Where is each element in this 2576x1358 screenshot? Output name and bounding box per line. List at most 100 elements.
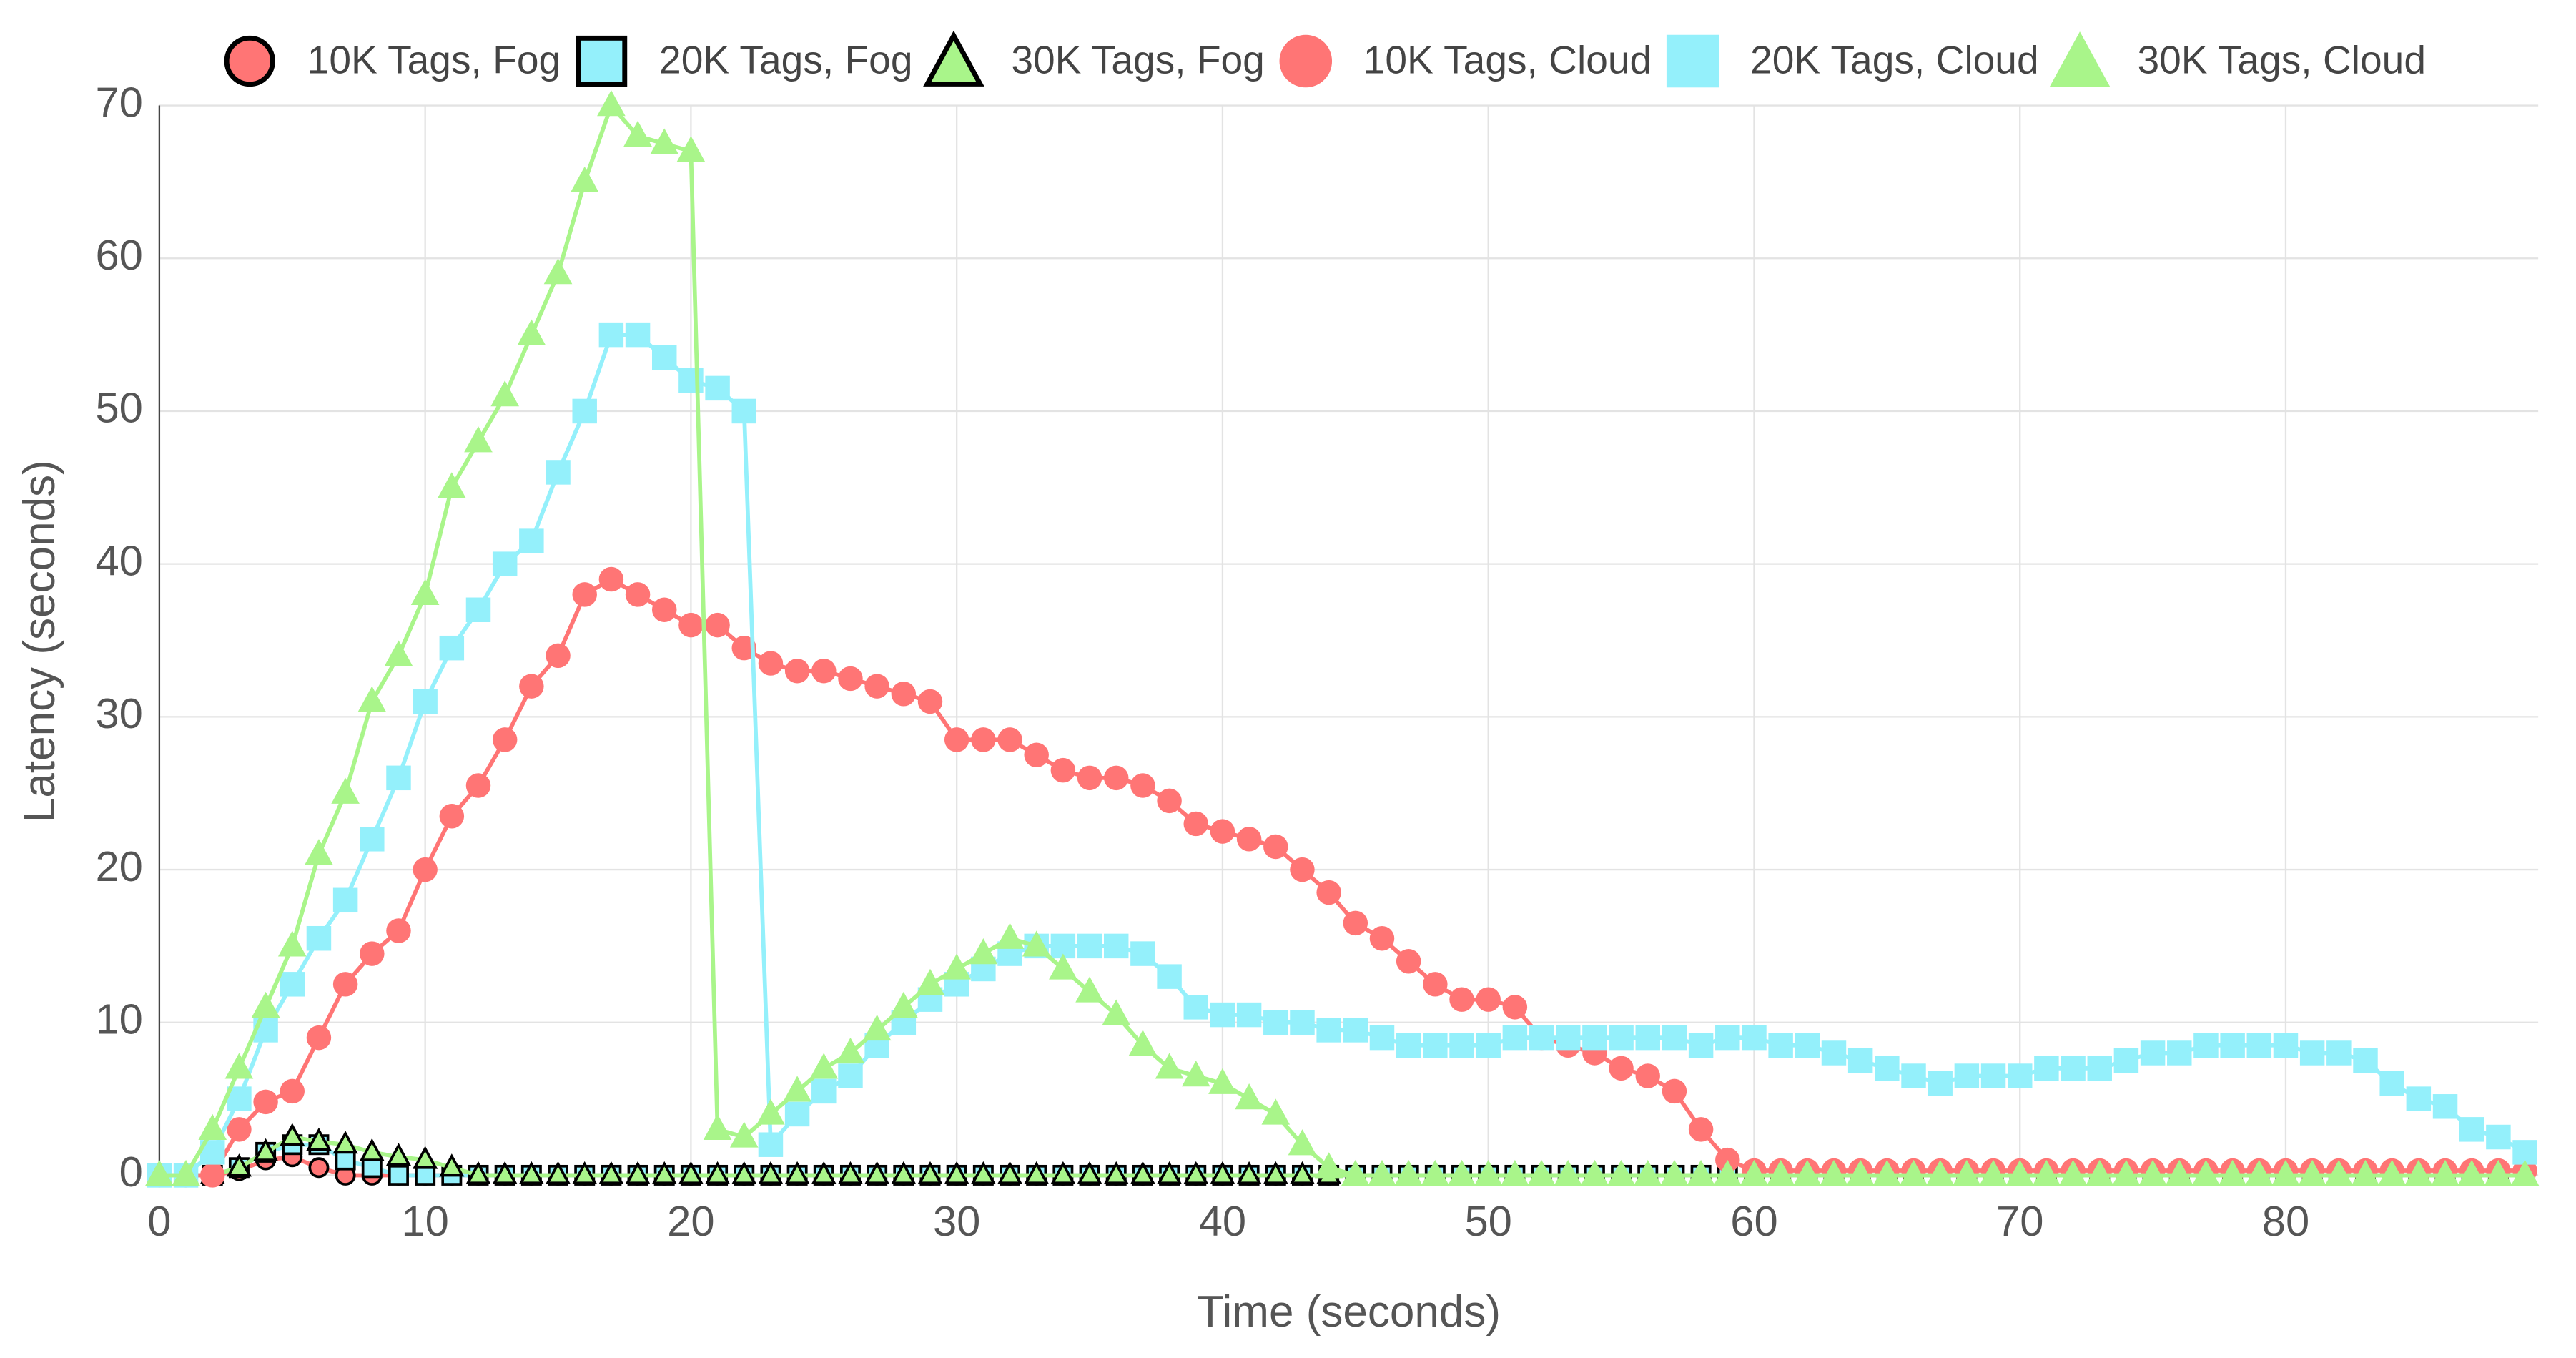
data-point	[306, 1127, 332, 1151]
data-point	[2113, 1048, 2139, 1073]
data-point	[889, 991, 918, 1018]
data-point	[1263, 1010, 1288, 1035]
data-point	[1846, 1159, 1875, 1186]
data-point	[703, 1113, 732, 1140]
data-point	[809, 1053, 839, 1079]
x-axis-title: Time (seconds)	[1197, 1287, 1501, 1337]
data-point	[1423, 1033, 1448, 1058]
data-point	[2379, 1071, 2404, 1096]
data-point	[758, 1132, 784, 1157]
data-point	[332, 887, 358, 913]
data-point	[490, 380, 519, 407]
data-point	[598, 1161, 624, 1185]
y-tick-label: 40	[95, 536, 142, 584]
data-point	[705, 612, 730, 638]
data-point	[678, 612, 704, 638]
legend-marker	[923, 30, 984, 87]
data-point	[1394, 1159, 1423, 1186]
data-point	[227, 1117, 252, 1142]
data-point	[200, 1163, 225, 1188]
data-point	[1077, 1161, 1102, 1185]
data-point	[1369, 925, 1395, 951]
data-point	[1502, 995, 1528, 1020]
legend-item: 20K Tags, Cloud	[1750, 37, 2039, 82]
data-point	[1316, 1018, 1341, 1043]
legend-label: 10K Tags, Fog	[307, 37, 561, 82]
data-point	[1979, 1159, 2008, 1186]
legend-label: 20K Tags, Fog	[659, 37, 912, 82]
data-point	[1050, 757, 1076, 783]
data-point	[517, 319, 546, 345]
data-point	[625, 1161, 651, 1185]
data-point	[678, 1161, 704, 1185]
data-point	[969, 938, 998, 965]
data-point	[1316, 880, 1341, 905]
data-point	[439, 804, 465, 829]
data-point	[2032, 1159, 2061, 1186]
data-point	[1102, 999, 1131, 1025]
data-point	[1077, 765, 1102, 791]
x-tick-label: 80	[2262, 1197, 2309, 1245]
data-point	[756, 1098, 785, 1125]
data-point	[1236, 827, 1262, 852]
data-point	[651, 1161, 677, 1185]
data-point	[1980, 1063, 2006, 1088]
data-point	[305, 839, 333, 865]
data-point	[1953, 1159, 1981, 1186]
data-point	[1130, 773, 1155, 798]
data-point	[2167, 1040, 2192, 1066]
data-point	[2165, 1159, 2194, 1186]
x-tick-label: 70	[1996, 1197, 2043, 1245]
data-point	[1688, 1117, 1714, 1142]
data-point	[439, 1153, 465, 1177]
data-point	[1421, 1159, 1450, 1186]
data-point	[332, 972, 358, 997]
data-point	[2459, 1117, 2484, 1142]
data-point	[1210, 819, 1235, 844]
data-point	[2377, 1159, 2407, 1186]
data-point	[942, 953, 971, 980]
data-point	[2218, 1159, 2247, 1186]
legend-marker	[576, 35, 628, 87]
data-point	[1501, 1159, 1529, 1186]
data-point	[1449, 987, 1474, 1012]
x-tick-label: 60	[1730, 1197, 1777, 1245]
data-point	[650, 128, 679, 154]
data-point	[1872, 1159, 1902, 1186]
data-point	[1635, 1025, 1660, 1051]
x-tick-label: 50	[1464, 1197, 1511, 1245]
data-point	[1449, 1033, 1474, 1058]
data-point	[1875, 1056, 1900, 1081]
x-tick-label: 40	[1199, 1197, 1246, 1245]
data-point	[1157, 964, 1182, 989]
data-point	[758, 651, 784, 676]
x-tick-label: 10	[401, 1197, 448, 1245]
data-point	[1447, 1159, 1476, 1186]
data-point	[676, 136, 706, 162]
data-point	[623, 120, 652, 147]
data-point	[492, 727, 518, 752]
data-point	[2510, 1159, 2540, 1186]
x-tick-label: 0	[147, 1197, 171, 1245]
data-point	[1739, 1159, 1769, 1186]
data-point	[360, 941, 385, 966]
data-point	[836, 1037, 865, 1064]
data-point	[2007, 1063, 2033, 1088]
data-point	[2140, 1040, 2166, 1066]
data-point	[1609, 1025, 1634, 1051]
legend-item: 20K Tags, Fog	[659, 37, 912, 82]
data-point	[1103, 933, 1129, 959]
data-point	[731, 635, 756, 661]
data-point	[916, 968, 944, 995]
data-point	[837, 1161, 864, 1185]
data-point	[2324, 1159, 2354, 1186]
data-point	[1554, 1159, 1583, 1186]
data-point	[1288, 1129, 1317, 1156]
data-point	[331, 777, 360, 804]
data-point	[1314, 1152, 1343, 1179]
data-point	[2087, 1056, 2112, 1081]
data-point	[1662, 1025, 1687, 1051]
data-point	[306, 925, 332, 951]
data-point	[2406, 1086, 2432, 1111]
data-point	[652, 345, 677, 370]
